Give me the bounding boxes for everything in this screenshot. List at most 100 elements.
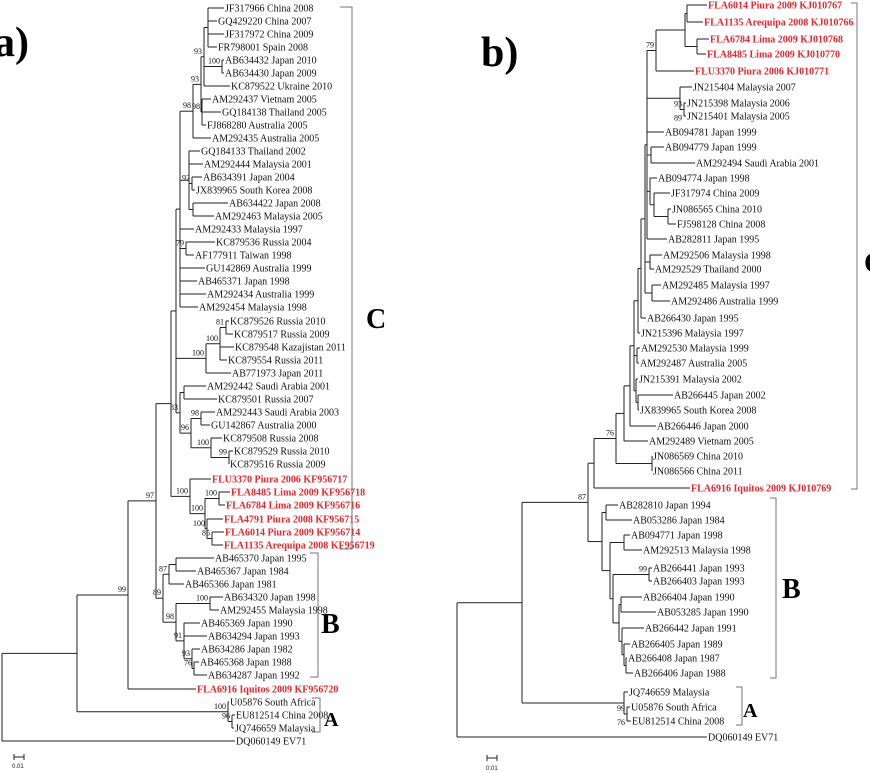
taxon-label: AM292443 Saudi Arabia 2003: [216, 408, 339, 419]
bootstrap-value: 98: [166, 612, 174, 621]
taxon-label: AM292437 Vietnam 2005: [212, 95, 317, 106]
taxon-label: AB266442 Japan 1991: [645, 624, 737, 635]
bootstrap-value: 96: [181, 423, 189, 432]
taxon-label: AM292485 Malaysia 1997: [662, 281, 770, 292]
clade-a-bracket-b: [736, 686, 743, 726]
taxon-label: AM292442 Saudi Arabia 2001: [207, 382, 330, 393]
bootstrap-value: 93: [182, 649, 190, 658]
taxon-label: JN215391 Malaysia 2002: [639, 375, 742, 386]
taxon-label: AM292433 Malaysia 1997: [195, 225, 303, 236]
taxon-label: AB634286 Japan 1982: [201, 645, 293, 656]
taxon-label: JX839965 South Korea 2008: [640, 406, 756, 417]
clade-c-label-a: C: [366, 304, 386, 335]
taxon-label: AB465370 Japan 1995: [215, 554, 307, 565]
taxon-label: EU812514 China 2008: [632, 717, 724, 728]
taxon-label: AM292529 Thailand 2000: [655, 265, 761, 276]
taxon-label: AM292486 Australia 1999: [671, 297, 778, 308]
bootstrap-value: 98: [183, 101, 191, 110]
taxon-label: JN086566 China 2011: [653, 467, 743, 478]
taxon-label: AB634320 Japan 1998: [224, 593, 316, 604]
taxon-label: AM292434 Australia 1999: [207, 290, 314, 301]
bootstrap-value: 83: [170, 403, 178, 412]
bootstrap-value: 100: [192, 348, 204, 357]
taxon-label: KC879517 Russia 2009: [234, 330, 330, 341]
taxon-label: DQ060149 EV71: [236, 737, 306, 748]
clade-c-bracket-b: [851, 2, 858, 490]
taxon-label: AB266445 Japan 2002: [674, 391, 766, 402]
taxon-label: JN215401 Malaysia 2005: [687, 112, 790, 123]
bootstrap-value: 92: [182, 174, 190, 183]
bootstrap-value: 100: [193, 519, 205, 528]
highlighted-taxon-label: FLA6916 Iquitos 2009 KJ010769: [691, 484, 831, 495]
clade-a-label-b: A: [743, 700, 758, 722]
bootstrap-value: 91: [174, 631, 182, 640]
bootstrap-value: 85: [202, 529, 210, 538]
highlighted-taxon-label: FLA6784 Lima 2009 KF956716: [226, 501, 360, 512]
bootstrap-value: 93: [674, 100, 682, 109]
highlighted-taxon-label: FLA1135 Arequipa 2008 KF956719: [224, 541, 375, 552]
taxon-label: AM292455 Malaysia 1998: [220, 606, 328, 617]
taxon-label: AM292530 Malaysia 1999: [641, 344, 749, 355]
highlighted-taxon-label: FLA4791 Piura 2008 KF956715: [224, 515, 359, 526]
taxon-label: JF317966 China 2008: [225, 4, 313, 15]
taxon-label: AB634287 Japan 1992: [208, 671, 300, 682]
taxon-label: AB094781 Japan 1999: [665, 128, 757, 139]
scale-label-a: 0.01: [12, 764, 24, 770]
bootstrap-value: 99: [639, 565, 647, 574]
bootstrap-value: 79: [646, 41, 654, 50]
taxon-label: GU142867 Australia 2000: [211, 421, 317, 432]
taxon-label: AB266403 Japan 1993: [653, 577, 745, 588]
bootstrap-value: 100: [197, 438, 209, 447]
taxon-label: AB465371 Japan 1998: [198, 277, 290, 288]
bootstrap-value: 87: [578, 492, 586, 501]
taxon-label: KC879508 Russia 2008: [223, 434, 319, 445]
taxon-label: JX839965 South Korea 2008: [196, 186, 312, 197]
taxon-label: AM292506 Malaysia 1998: [663, 251, 771, 262]
bootstrap-value: 97: [146, 491, 154, 500]
taxon-label: AM292489 Vietnam 2005: [649, 437, 754, 448]
taxon-label: AB465366 Japan 1981: [185, 580, 277, 591]
clade-c-label-b: C: [864, 248, 870, 279]
clade-a-bracket-a: [312, 697, 321, 733]
taxon-label: KC879548 Kazajistan 2011: [235, 343, 346, 354]
bootstrap-value: 100: [205, 489, 217, 498]
scale-label-b: 0.01: [486, 766, 498, 772]
clade-b-bracket-b: [770, 497, 777, 679]
taxon-label: AF177911 Taiwan 1998: [195, 251, 292, 262]
bootstrap-value: 99: [118, 585, 126, 594]
taxon-label: AB634432 Japan 2010: [225, 56, 317, 67]
taxon-label: GU142869 Australia 1999: [206, 264, 312, 275]
bootstrap-value: 99: [219, 448, 227, 457]
taxon-label: AB465368 Japan 1988: [200, 658, 292, 669]
bootstrap-value: 99: [617, 704, 625, 713]
taxon-label: JN215398 Malaysia 2006: [687, 99, 790, 110]
taxon-label: AB266405 Japan 1989: [631, 640, 723, 651]
taxon-label: AM292487 Australia 2005: [640, 359, 747, 370]
clade-c-bracket-a: [340, 6, 353, 550]
taxon-label: AB266430 Japan 1995: [647, 314, 739, 325]
taxon-label: AB465369 Japan 1990: [201, 619, 293, 630]
taxon-label: AM292454 Malaysia 1998: [199, 303, 307, 314]
bootstrap-value: 76: [606, 428, 614, 437]
taxon-label: AB634422 Japan 2008: [229, 199, 321, 210]
highlighted-taxon-label: FLA8485 Lima 2009 KJ010770: [707, 50, 840, 61]
taxon-label: JQ746659 Malaysia: [629, 688, 710, 699]
bootstrap-value: 76: [617, 718, 625, 727]
taxon-label: AB634294 Japan 1993: [208, 632, 300, 643]
taxon-label: U05876 South Africa: [230, 698, 316, 709]
bootstrap-value: 100: [208, 57, 220, 66]
bootstrap-value: 100: [214, 702, 226, 711]
panel-a-title: a): [0, 20, 29, 66]
scale-bar-b: [486, 755, 498, 761]
bootstrap-value: 87: [159, 564, 167, 573]
taxon-label: GQ184138 Thailand 2005: [222, 108, 327, 119]
highlighted-taxon-label: FLA6784 Lima 2009 KJ010768: [710, 35, 843, 46]
taxon-label: AB634430 Japan 2009: [225, 69, 317, 80]
tree-panel-b: FLA6014 Piura 2009 KJ010767 FLA1135 Arequ…: [456, 1, 854, 744]
highlighted-taxon-label: FLA1135 Arequipa 2008 KJ010766: [704, 18, 854, 29]
taxon-label: AB094774 Japan 1998: [658, 174, 750, 185]
tree-panel-a: JF317966 China 2008 GQ429220 China 2007 JF…: [1, 4, 375, 748]
bootstrap-value: 100: [176, 486, 188, 495]
taxon-label: AB282811 Japan 1995: [668, 235, 759, 246]
